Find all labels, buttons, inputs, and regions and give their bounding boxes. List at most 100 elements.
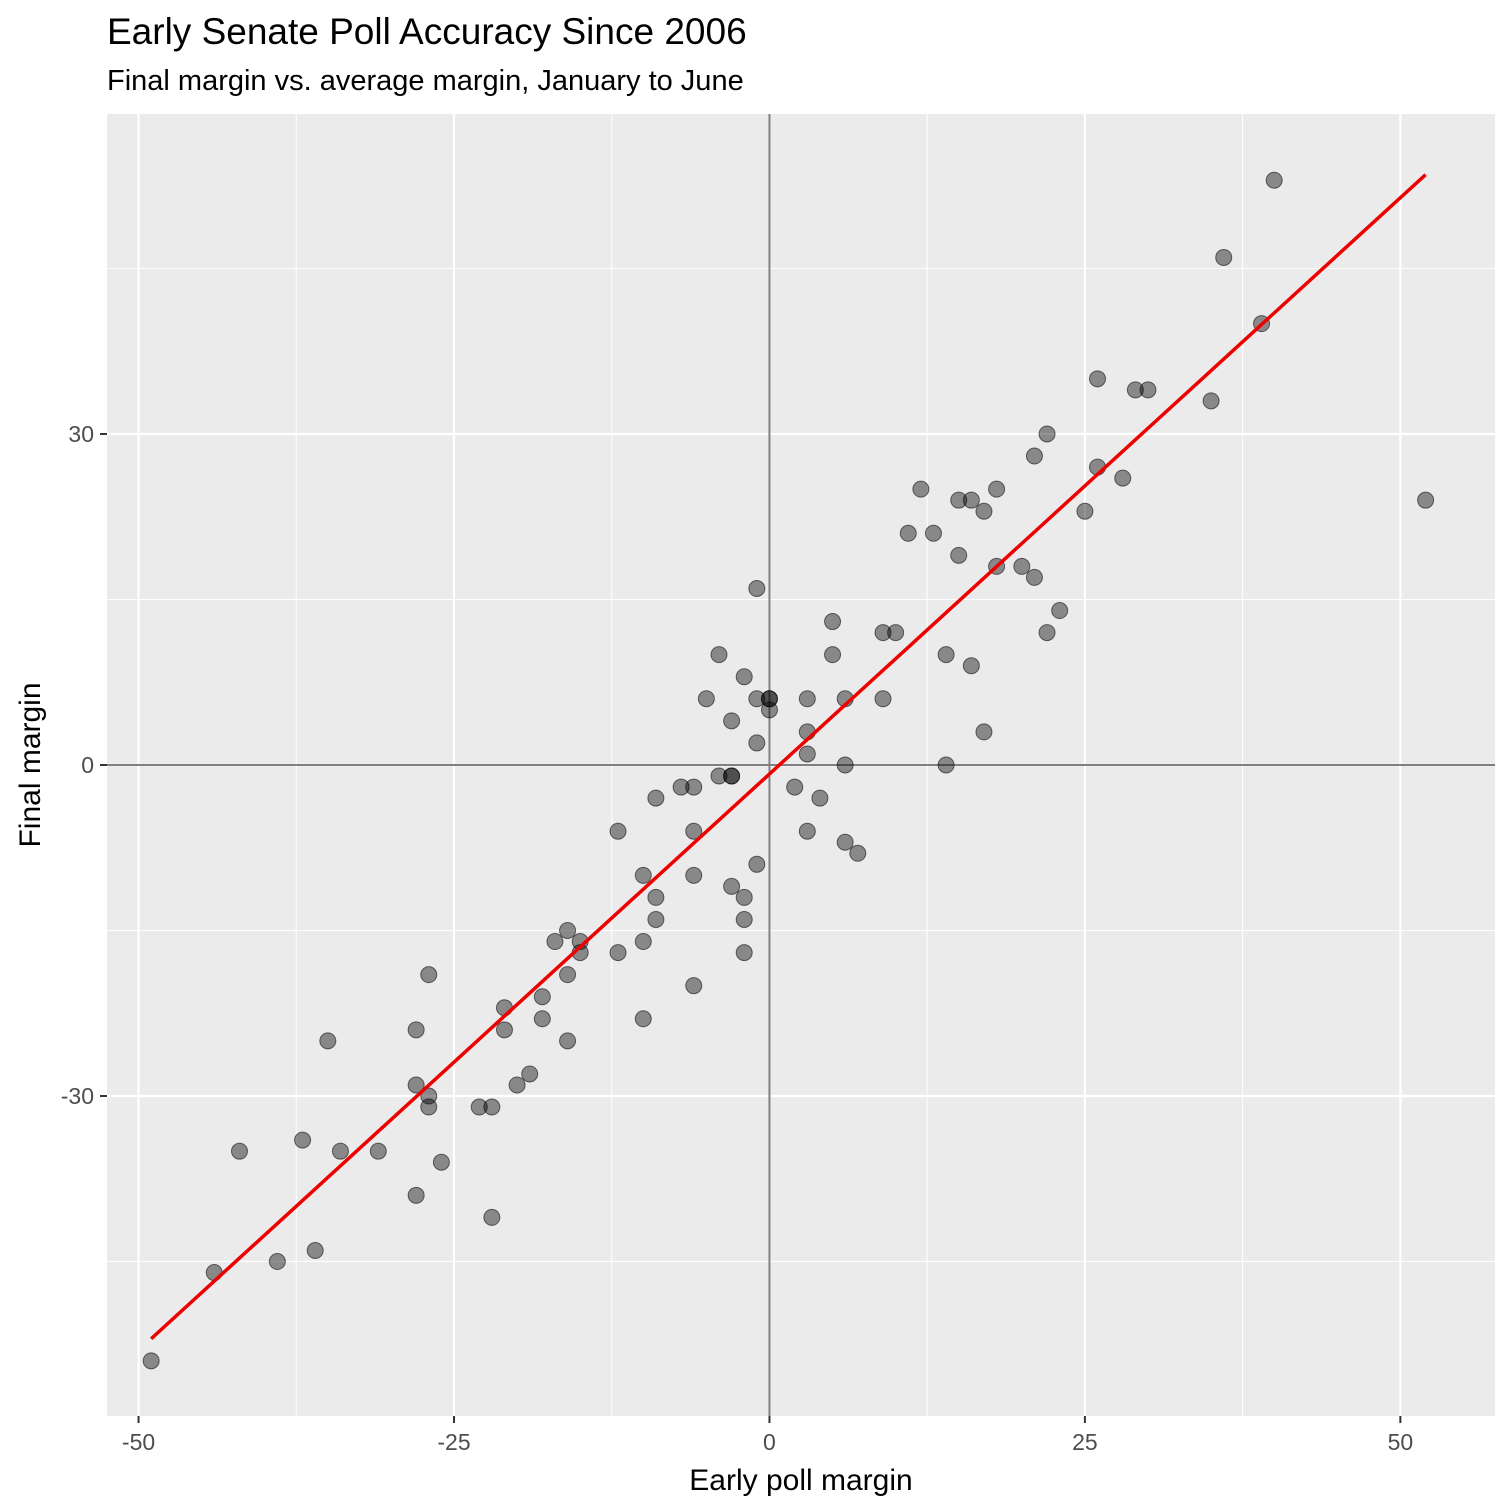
data-point [748, 579, 766, 597]
data-point [1051, 602, 1069, 620]
data-point [495, 999, 513, 1017]
data-point [748, 855, 766, 873]
data-point [420, 1098, 438, 1116]
data-point [1038, 425, 1056, 443]
data-point [495, 1021, 513, 1039]
x-tick-label: -50 [122, 1429, 155, 1455]
data-point [1126, 381, 1144, 399]
data-point [142, 1352, 160, 1370]
y-axis: -30 0 30 [61, 421, 107, 1109]
data-point [874, 624, 892, 642]
data-point [634, 933, 652, 951]
data-point [937, 756, 955, 774]
x-axis: -50 -25 0 25 50 [122, 1416, 1413, 1455]
data-point [559, 966, 577, 984]
data-point [950, 491, 968, 509]
data-point [559, 1032, 577, 1050]
reference-lines [107, 114, 1495, 1416]
data-point [685, 977, 703, 995]
data-point [1215, 248, 1233, 266]
x-tick-label: 0 [763, 1429, 776, 1455]
x-tick-label: 50 [1388, 1429, 1414, 1455]
y-tick-label: -30 [61, 1083, 94, 1109]
data-point [685, 822, 703, 840]
data-point [849, 844, 867, 862]
data-point [319, 1032, 337, 1050]
data-point [836, 833, 854, 851]
data-point [924, 524, 942, 542]
data-point [521, 1065, 539, 1083]
data-point [685, 778, 703, 796]
trend-line [149, 173, 1427, 1341]
data-point [723, 877, 741, 895]
data-point [735, 888, 753, 906]
data-point [798, 745, 816, 763]
data-point [887, 624, 905, 642]
data-point [1417, 491, 1435, 509]
data-point [1089, 370, 1107, 388]
data-point [634, 1010, 652, 1028]
data-point [609, 944, 627, 962]
data-point [533, 1010, 551, 1028]
data-point [735, 668, 753, 686]
x-tick-label: 25 [1072, 1429, 1098, 1455]
data-point [546, 933, 564, 951]
data-point [975, 723, 993, 741]
data-point [1114, 469, 1132, 487]
data-point [950, 546, 968, 564]
data-point [874, 690, 892, 708]
data-point [962, 657, 980, 675]
data-point [748, 690, 766, 708]
data-point [685, 866, 703, 884]
data-point [1202, 392, 1220, 410]
data-point [634, 866, 652, 884]
data-point [369, 1142, 387, 1160]
data-point [912, 480, 930, 498]
trend-line-group [149, 173, 1427, 1341]
x-axis-title: Early poll margin [689, 1464, 912, 1497]
data-point [268, 1253, 286, 1271]
data-point [672, 778, 690, 796]
data-points [142, 171, 1435, 1370]
data-point [723, 767, 741, 785]
data-point [230, 1142, 248, 1160]
data-point [786, 778, 804, 796]
data-point [798, 822, 816, 840]
data-point [609, 822, 627, 840]
data-point [899, 524, 917, 542]
data-point [811, 789, 829, 807]
data-point [559, 922, 577, 940]
data-point [483, 1098, 501, 1116]
chart-title: Early Senate Poll Accuracy Since 2006 [107, 11, 747, 52]
data-point [407, 1186, 425, 1204]
data-point [306, 1241, 324, 1259]
data-point [1025, 447, 1043, 465]
data-point [824, 646, 842, 664]
data-point [483, 1208, 501, 1226]
data-point [988, 480, 1006, 498]
data-point [331, 1142, 349, 1160]
data-point [1013, 557, 1031, 575]
data-point [1139, 381, 1157, 399]
y-tick-label: 0 [81, 752, 94, 778]
data-point [975, 502, 993, 520]
data-point [508, 1076, 526, 1094]
data-point [470, 1098, 488, 1116]
data-point [407, 1076, 425, 1094]
data-point [710, 646, 728, 664]
data-point [824, 613, 842, 631]
data-point [937, 646, 955, 664]
data-point [647, 789, 665, 807]
data-point [420, 966, 438, 984]
chart-subtitle: Final margin vs. average margin, January… [107, 65, 744, 97]
data-point [723, 712, 741, 730]
data-point [647, 888, 665, 906]
data-point [1265, 171, 1283, 189]
data-point [735, 944, 753, 962]
data-point [710, 767, 728, 785]
y-axis-title: Final margin [14, 682, 47, 847]
data-point [697, 690, 715, 708]
data-point [432, 1153, 450, 1171]
x-tick-label: -25 [437, 1429, 470, 1455]
